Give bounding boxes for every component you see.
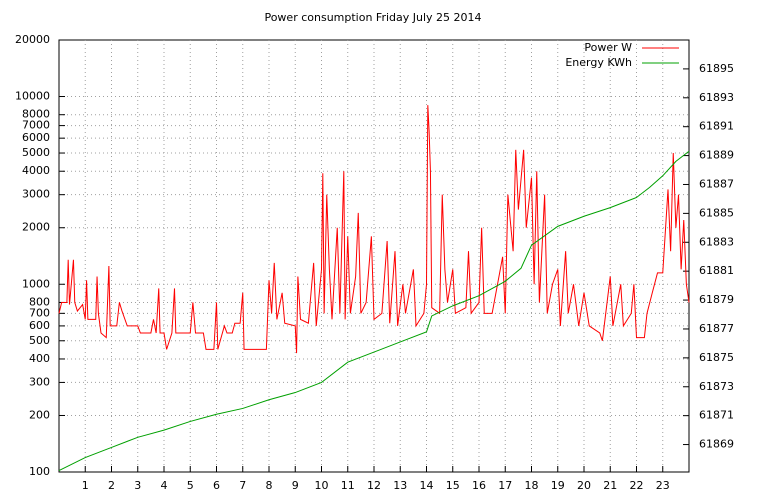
x-tick-label: 6 [213, 479, 220, 492]
y2-tick-label: 61871 [699, 409, 734, 422]
x-tick-label: 2 [108, 479, 115, 492]
y2-tick-label: 61891 [699, 120, 734, 133]
y-tick-label: 400 [29, 352, 50, 365]
legend-label: Power W [584, 41, 632, 54]
x-tick-label: 22 [630, 479, 644, 492]
x-tick-label: 17 [498, 479, 512, 492]
x-tick-label: 1 [82, 479, 89, 492]
y-tick-label: 5000 [22, 146, 50, 159]
y-tick-label: 20000 [15, 33, 50, 46]
x-tick-label: 4 [161, 479, 168, 492]
x-tick-label: 19 [551, 479, 565, 492]
x-tick-label: 11 [341, 479, 355, 492]
y2-tick-label: 61889 [699, 149, 734, 162]
series-line [58, 105, 690, 354]
y-tick-label: 800 [29, 295, 50, 308]
y-tick-label: 10000 [15, 90, 50, 103]
y2-tick-label: 61883 [699, 235, 734, 248]
x-tick-label: 3 [134, 479, 141, 492]
x-tick-label: 9 [292, 479, 299, 492]
y-tick-label: 1000 [22, 277, 50, 290]
x-tick-label: 23 [656, 479, 670, 492]
x-tick-label: 16 [472, 479, 486, 492]
y-tick-label: 4000 [22, 164, 50, 177]
y-tick-label: 300 [29, 375, 50, 388]
y2-tick-label: 61893 [699, 91, 734, 104]
x-tick-label: 7 [239, 479, 246, 492]
y2-tick-label: 61869 [699, 438, 734, 451]
y-tick-label: 200 [29, 408, 50, 421]
y-tick-label: 700 [29, 306, 50, 319]
y-tick-label: 600 [29, 319, 50, 332]
x-tick-label: 18 [525, 479, 539, 492]
x-tick-label: 13 [393, 479, 407, 492]
x-tick-label: 8 [266, 479, 273, 492]
y-tick-label: 7000 [22, 119, 50, 132]
y2-tick-label: 61895 [699, 62, 734, 75]
x-tick-label: 20 [577, 479, 591, 492]
x-tick-label: 15 [446, 479, 460, 492]
y-tick-label: 8000 [22, 108, 50, 121]
y-tick-label: 3000 [22, 188, 50, 201]
y2-tick-label: 61885 [699, 206, 734, 219]
y2-tick-label: 61881 [699, 264, 734, 277]
x-tick-label: 12 [367, 479, 381, 492]
x-tick-label: 10 [315, 479, 329, 492]
x-tick-label: 14 [420, 479, 434, 492]
x-tick-label: 5 [187, 479, 194, 492]
y2-tick-label: 61879 [699, 293, 734, 306]
y2-tick-label: 61887 [699, 177, 734, 190]
legend-label: Energy KWh [565, 56, 632, 69]
y2-tick-label: 61873 [699, 380, 734, 393]
series-line [58, 150, 690, 472]
y2-tick-label: 61877 [699, 322, 734, 335]
chart-title: Power consumption Friday July 25 2014 [264, 11, 481, 24]
y2-tick-label: 61875 [699, 351, 734, 364]
y-tick-label: 6000 [22, 131, 50, 144]
y-tick-label: 100 [29, 465, 50, 478]
x-tick-label: 21 [603, 479, 617, 492]
y-tick-label: 2000 [22, 221, 50, 234]
y-tick-label: 500 [29, 334, 50, 347]
